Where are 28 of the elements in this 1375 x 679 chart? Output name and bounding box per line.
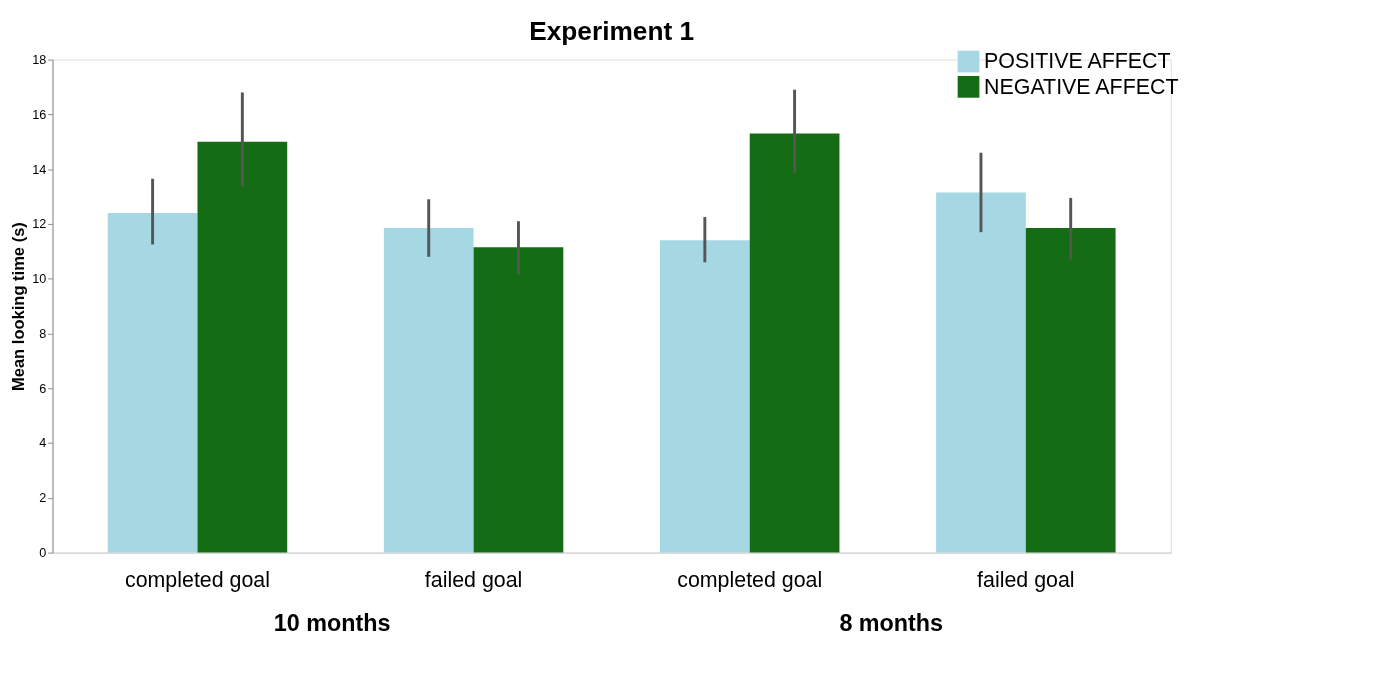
y-axis-title: Mean looking time (s) xyxy=(9,222,29,392)
bar xyxy=(659,240,750,553)
bar xyxy=(473,247,564,553)
y-tick-label: 16 xyxy=(32,107,47,122)
y-tick-label: 0 xyxy=(39,545,47,560)
y-tick-label: 8 xyxy=(39,326,47,341)
x-tick-label: completed goal xyxy=(677,568,823,593)
y-tick-label: 4 xyxy=(39,436,47,451)
bar xyxy=(749,133,840,553)
bar xyxy=(197,141,288,553)
y-tick-label: 6 xyxy=(39,381,47,396)
y-tick-label: 2 xyxy=(39,491,47,506)
bar xyxy=(1025,228,1116,553)
bar xyxy=(107,212,198,553)
y-tick-label: 18 xyxy=(32,52,47,67)
x-tick-label: failed goal xyxy=(977,568,1075,593)
x-tick-label: failed goal xyxy=(424,568,523,593)
bar xyxy=(383,228,474,553)
text: 10 months xyxy=(273,610,391,637)
legend-label: NEGATIVE AFFECT xyxy=(984,74,1179,99)
y-tick-label: 10 xyxy=(32,272,47,287)
text: 8 months xyxy=(839,610,944,637)
y-tick-label: 14 xyxy=(32,162,47,177)
chart-title: Experiment 1 xyxy=(529,16,695,47)
y-tick-label: 12 xyxy=(32,217,47,232)
bar xyxy=(936,192,1026,553)
legend-label: POSITIVE AFFECT xyxy=(984,49,1171,74)
x-tick-label: completed goal xyxy=(124,568,270,593)
